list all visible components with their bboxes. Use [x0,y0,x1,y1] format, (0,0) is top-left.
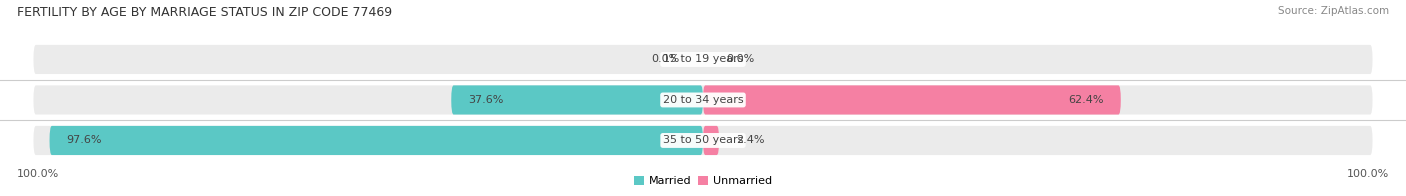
Text: 2.4%: 2.4% [735,135,765,145]
Legend: Married, Unmarried: Married, Unmarried [630,171,776,191]
FancyBboxPatch shape [34,45,1372,74]
Text: 100.0%: 100.0% [17,169,59,179]
Text: 100.0%: 100.0% [1347,169,1389,179]
FancyBboxPatch shape [34,126,1372,155]
Text: 20 to 34 years: 20 to 34 years [662,95,744,105]
Text: 37.6%: 37.6% [468,95,503,105]
FancyBboxPatch shape [703,126,718,155]
Text: 35 to 50 years: 35 to 50 years [662,135,744,145]
FancyBboxPatch shape [34,85,1372,114]
FancyBboxPatch shape [451,85,703,114]
Text: FERTILITY BY AGE BY MARRIAGE STATUS IN ZIP CODE 77469: FERTILITY BY AGE BY MARRIAGE STATUS IN Z… [17,6,392,19]
Text: 0.0%: 0.0% [727,54,755,64]
Text: Source: ZipAtlas.com: Source: ZipAtlas.com [1278,6,1389,16]
Text: 15 to 19 years: 15 to 19 years [662,54,744,64]
Text: 0.0%: 0.0% [651,54,679,64]
Text: 62.4%: 62.4% [1069,95,1104,105]
Text: 97.6%: 97.6% [66,135,101,145]
FancyBboxPatch shape [49,126,703,155]
FancyBboxPatch shape [703,85,1121,114]
